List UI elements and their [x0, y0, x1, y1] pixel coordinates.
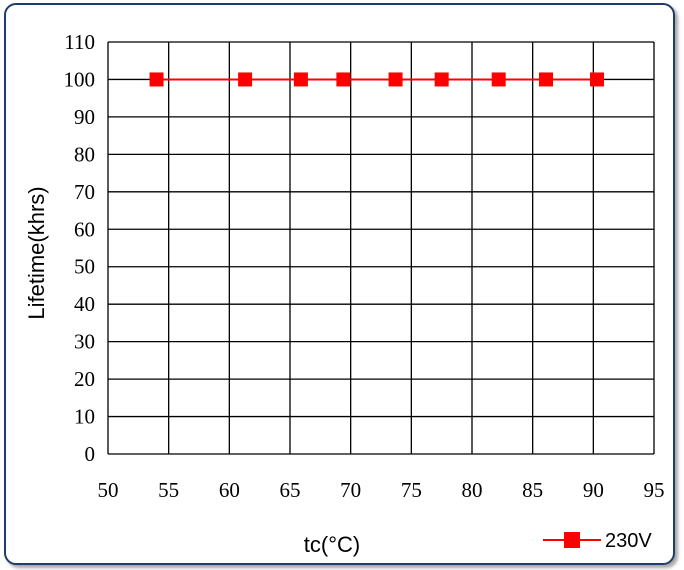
legend-marker: [564, 532, 580, 548]
legend: 230V: [543, 530, 652, 552]
data-point: [238, 72, 253, 87]
data-point: [293, 72, 308, 87]
y-tick-label: 50: [74, 255, 95, 279]
x-tick-label: 80: [462, 478, 483, 502]
x-tick-label: 90: [583, 478, 604, 502]
x-axis-title: tc(°C): [304, 532, 360, 557]
x-tick-label: 60: [219, 478, 240, 502]
x-tick-labels: 50 55 60 65 70 75 80 85 90 95: [98, 478, 665, 502]
data-point: [491, 72, 506, 87]
y-tick-label: 90: [74, 105, 95, 129]
x-tick-label: 50: [98, 478, 119, 502]
data-point: [388, 72, 403, 87]
x-tick-label: 65: [280, 478, 301, 502]
data-point: [539, 72, 554, 87]
grid-lines: [107, 41, 655, 455]
y-tick-label: 100: [64, 67, 96, 91]
y-tick-label: 20: [74, 367, 95, 391]
x-tick-label: 55: [158, 478, 179, 502]
y-tick-label: 10: [74, 405, 95, 429]
x-tick-label: 95: [644, 478, 665, 502]
y-axis-title: Lifetime(khrs): [24, 186, 49, 319]
data-point: [589, 72, 604, 87]
y-tick-label: 0: [85, 442, 96, 466]
data-point: [149, 72, 164, 87]
y-tick-label: 40: [74, 292, 95, 316]
y-tick-label: 30: [74, 330, 95, 354]
data-point: [434, 72, 449, 87]
y-tick-label: 110: [64, 30, 95, 54]
series-layer: [149, 72, 604, 87]
x-tick-label: 85: [522, 478, 543, 502]
x-tick-label: 70: [340, 478, 361, 502]
data-point: [336, 72, 351, 87]
y-tick-label: 80: [74, 142, 95, 166]
y-tick-label: 60: [74, 217, 95, 241]
y-tick-label: 70: [74, 180, 95, 204]
legend-label-230v: 230V: [605, 530, 652, 552]
chart-frame: [4, 3, 675, 565]
x-tick-label: 75: [401, 478, 422, 502]
y-tick-labels: 0 10 20 30 40 50 60 70 80 90 100 110: [64, 30, 96, 466]
